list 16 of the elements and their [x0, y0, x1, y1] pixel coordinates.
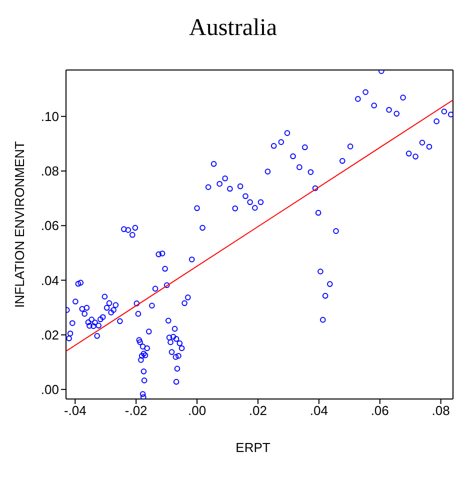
x-tick-label: -.04 — [64, 403, 86, 418]
x-axis-title: ERPT — [234, 440, 272, 455]
x-tick-label: .02 — [248, 403, 268, 418]
y-axis-title: INFLATION ENVIRONMENT — [12, 140, 27, 308]
y-tick-label: .00 — [40, 382, 59, 398]
x-tick-label: .00 — [188, 403, 206, 418]
chart-title: Australia — [188, 14, 278, 43]
x-tick-label: .06 — [370, 403, 389, 418]
y-tick-label: .02 — [40, 327, 59, 342]
y-tick-label: .06 — [40, 218, 59, 234]
x-tick-label: .08 — [432, 403, 450, 418]
y-tick-label: .08 — [40, 164, 59, 179]
y-tick-label: .10 — [40, 109, 59, 124]
x-tick-label: -.02 — [124, 403, 148, 418]
y-tick-label: .04 — [40, 272, 59, 288]
x-tick-label: .04 — [310, 403, 328, 418]
